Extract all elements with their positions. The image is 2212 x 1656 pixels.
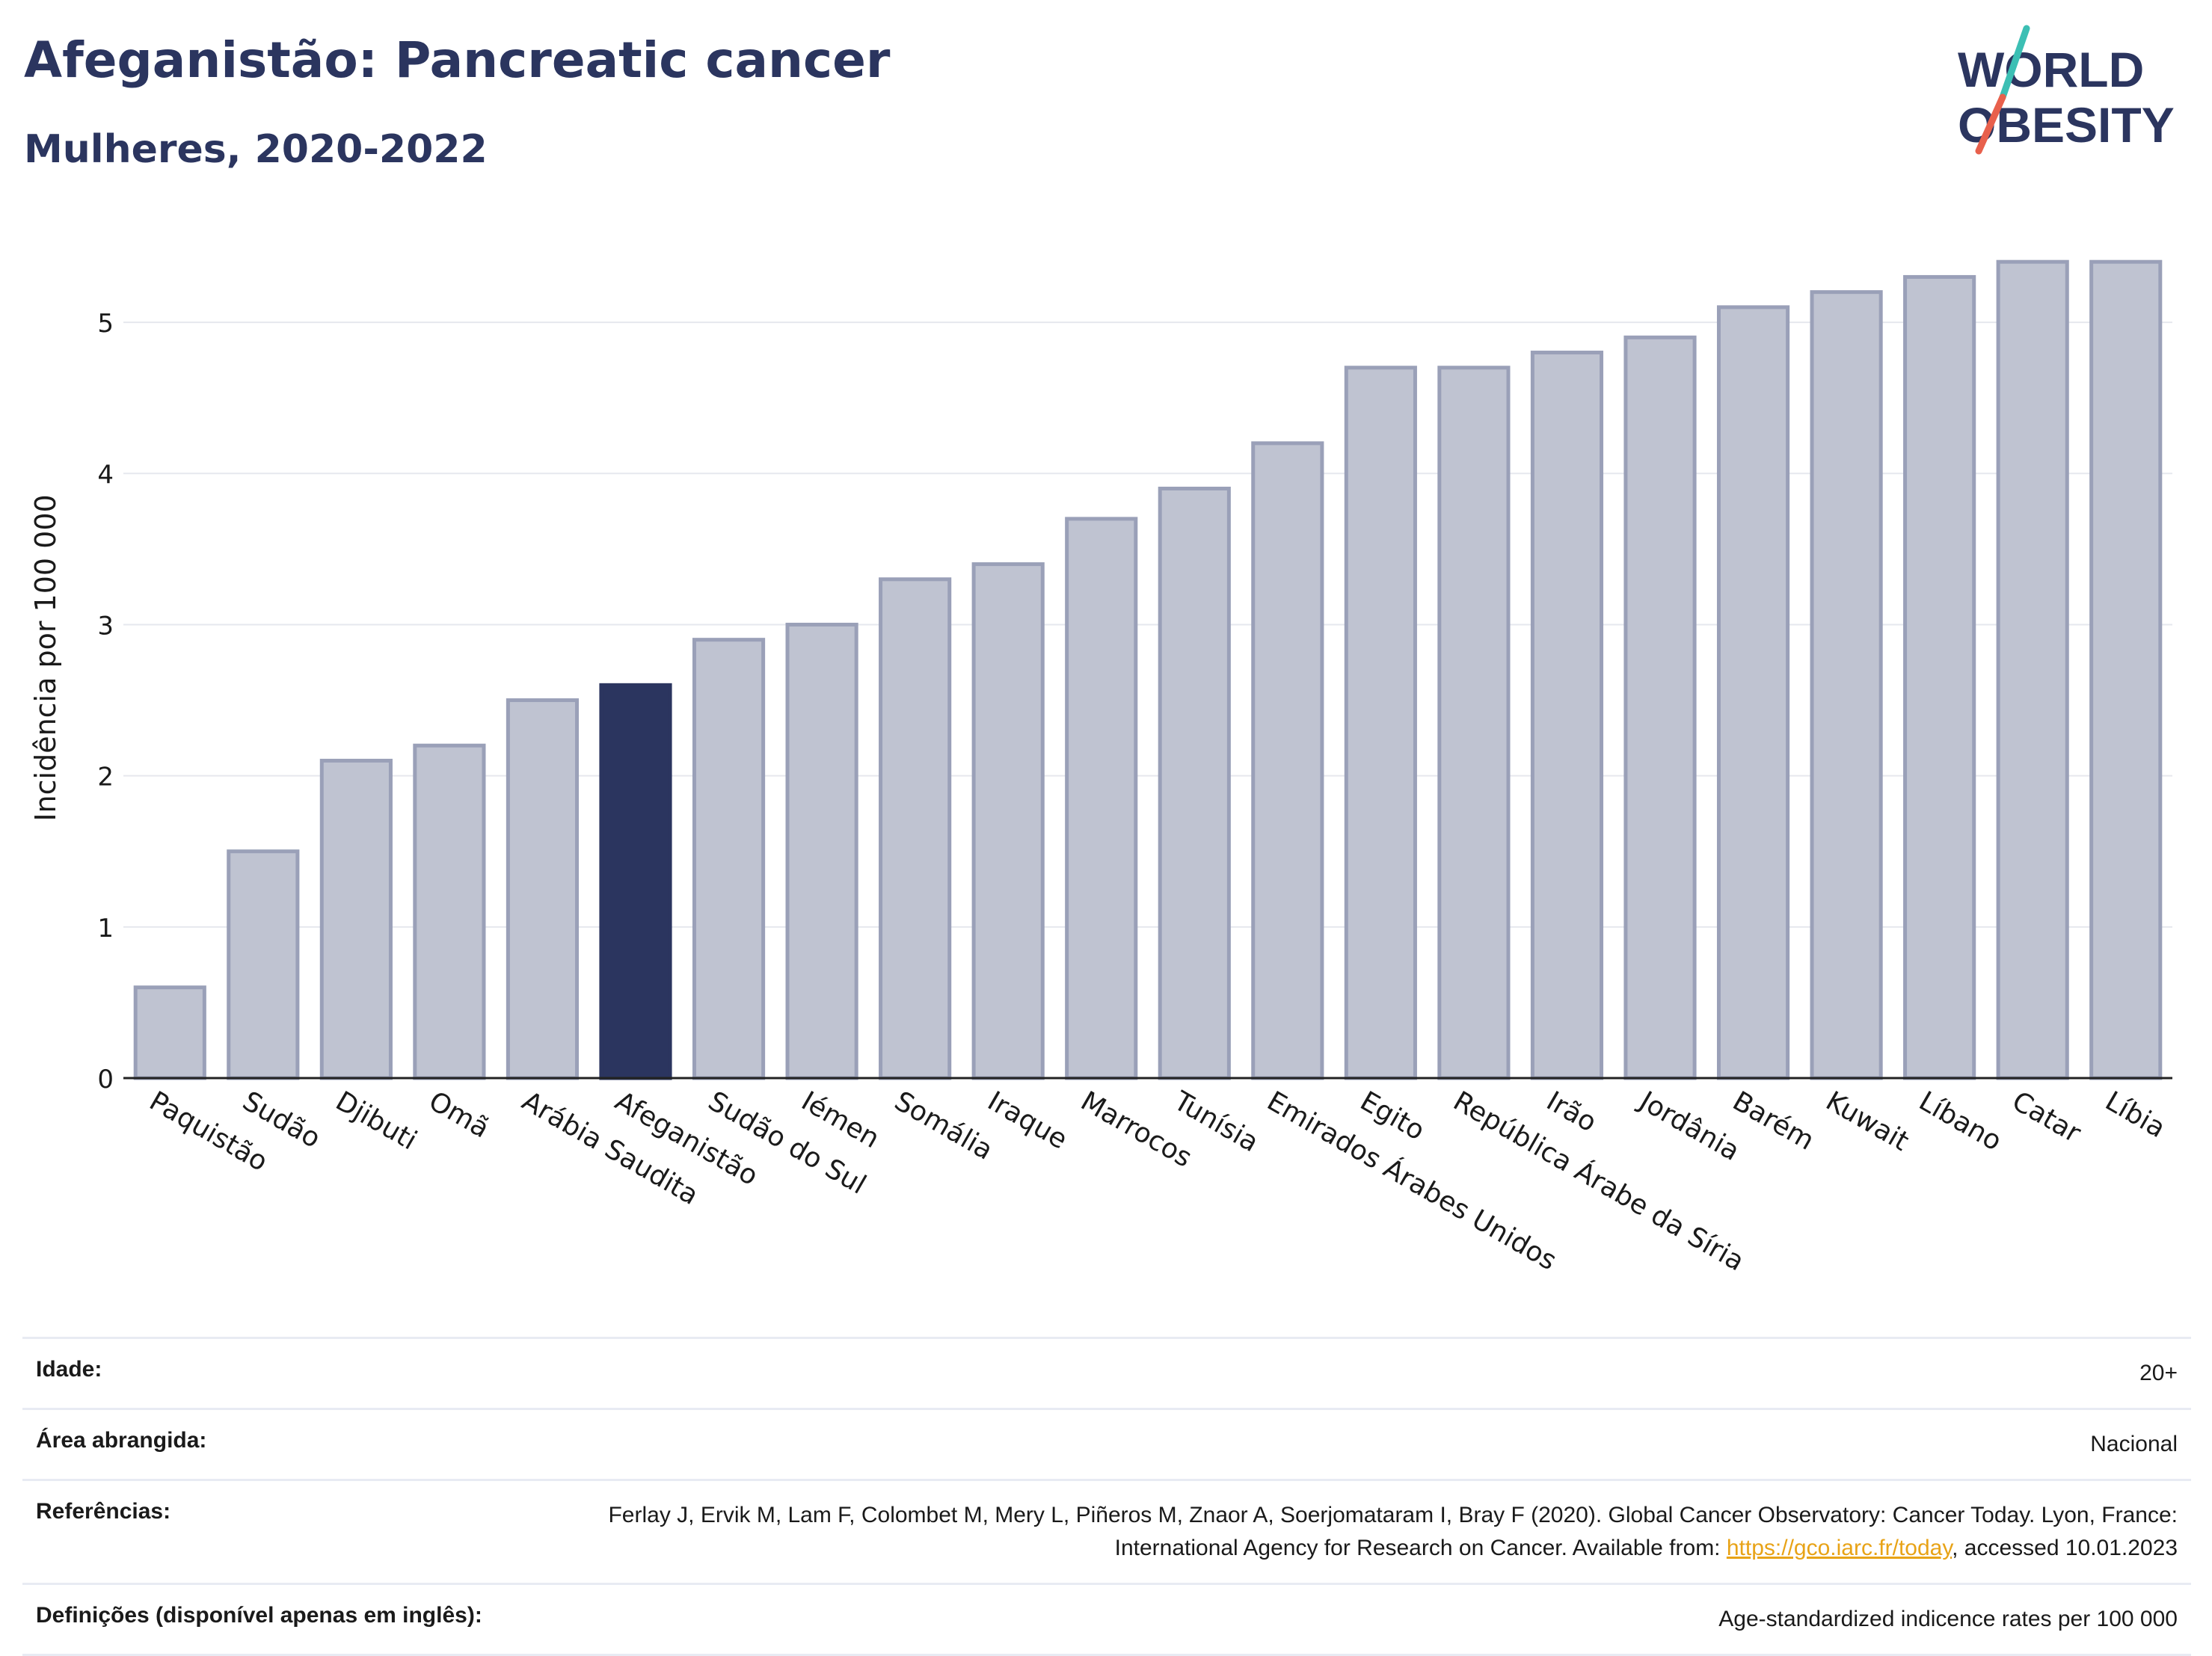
bar-barém[interactable] — [1716, 305, 1790, 1080]
references-accessed: , accessed 10.01.2023 — [1952, 1536, 2178, 1560]
bar-iémen[interactable] — [785, 622, 858, 1080]
references-text: Ferlay J, Ervik M, Lam F, Colombet M, Me… — [608, 1503, 2178, 1560]
bar-líbano[interactable] — [1903, 274, 1976, 1080]
bar-arábia-saudita[interactable] — [506, 698, 580, 1080]
bar-paquistão[interactable] — [133, 985, 206, 1080]
meta-row-definitions: Definições (disponível apenas em inglês)… — [22, 1583, 2191, 1656]
chart-title: Afeganistão: Pancreatic cancer — [24, 31, 891, 89]
meta-area-value: Nacional — [2090, 1432, 2178, 1456]
logo-slash-top — [1999, 25, 2030, 101]
bar-líbia[interactable] — [2089, 259, 2163, 1080]
world-obesity-logo: WORLD OBESITY — [1958, 25, 2175, 155]
bar-irão[interactable] — [1530, 351, 1604, 1080]
y-tick-label: 1 — [97, 914, 114, 944]
bar-emirados-árabes-unidos[interactable] — [1251, 441, 1324, 1080]
bar-sudão[interactable] — [227, 849, 300, 1080]
y-axis-label: Incidência por 100 000 — [29, 494, 62, 821]
bars-layer — [133, 259, 2163, 1080]
x-tick-label: Catar — [2007, 1086, 2086, 1149]
x-tick-label: Kuwait — [1821, 1086, 1914, 1157]
meta-row-age: Idade: 20+ — [22, 1337, 2191, 1408]
meta-row-area: Área abrangida: Nacional — [22, 1408, 2191, 1479]
x-tick-label: Omã — [423, 1086, 494, 1144]
meta-age-value: 20+ — [2139, 1361, 2178, 1385]
meta-row-references: Referências: Ferlay J, Ervik M, Lam F, C… — [22, 1479, 2191, 1583]
x-tick-label: Somália — [889, 1086, 998, 1166]
logo-line1: WORLD — [1958, 42, 2144, 97]
bar-tunísia[interactable] — [1158, 486, 1231, 1080]
bar-marrocos[interactable] — [1065, 517, 1138, 1080]
x-tick-label: Jordânia — [1633, 1085, 1745, 1167]
meta-definitions-label: Definições (disponível apenas em inglês)… — [36, 1603, 482, 1628]
x-tick-label: Djibuti — [331, 1086, 422, 1156]
bar-egito[interactable] — [1344, 366, 1417, 1080]
bar-djibuti[interactable] — [319, 758, 393, 1080]
y-tick-label: 4 — [97, 460, 114, 490]
meta-references-value: Ferlay J, Ervik M, Lam F, Colombet M, Me… — [577, 1499, 2178, 1565]
metadata-table: Idade: 20+ Área abrangida: Nacional Refe… — [22, 1337, 2191, 1656]
bar-república-árabe-da-síria[interactable] — [1437, 366, 1511, 1080]
x-tick-label: Iraque — [983, 1086, 1072, 1155]
x-tick-label: Líbia — [2100, 1086, 2170, 1144]
meta-area-label: Área abrangida: — [36, 1428, 207, 1453]
bar-jordânia[interactable] — [1623, 335, 1697, 1080]
bar-catar[interactable] — [1996, 259, 2069, 1080]
logo-slash-bottom — [1975, 93, 2006, 155]
bar-iraque[interactable] — [971, 562, 1045, 1080]
meta-definitions-value: Age-standardized indicence rates per 100… — [1718, 1607, 2178, 1631]
meta-references-label: Referências: — [36, 1499, 171, 1524]
bar-sudão-do-sul[interactable] — [692, 638, 766, 1080]
x-tick-label: Sudão do Sul — [703, 1086, 871, 1201]
bar-omã[interactable] — [413, 743, 486, 1080]
bar-afeganistão[interactable] — [599, 683, 672, 1080]
x-tick-label: Irão — [1541, 1086, 1602, 1138]
x-tick-label: Líbano — [1914, 1086, 2006, 1157]
chart-subtitle: Mulheres, 2020-2022 — [24, 127, 488, 172]
references-link[interactable]: https://gco.iarc.fr/today — [1726, 1536, 1953, 1560]
meta-age-label: Idade: — [36, 1357, 102, 1382]
y-tick-label: 2 — [97, 763, 114, 792]
y-tick-label: 0 — [97, 1065, 114, 1095]
bar-somália[interactable] — [879, 577, 952, 1080]
y-tick-label: 5 — [97, 309, 114, 339]
bar-kuwait[interactable] — [1810, 290, 1883, 1080]
y-tick-label: 3 — [97, 611, 114, 641]
